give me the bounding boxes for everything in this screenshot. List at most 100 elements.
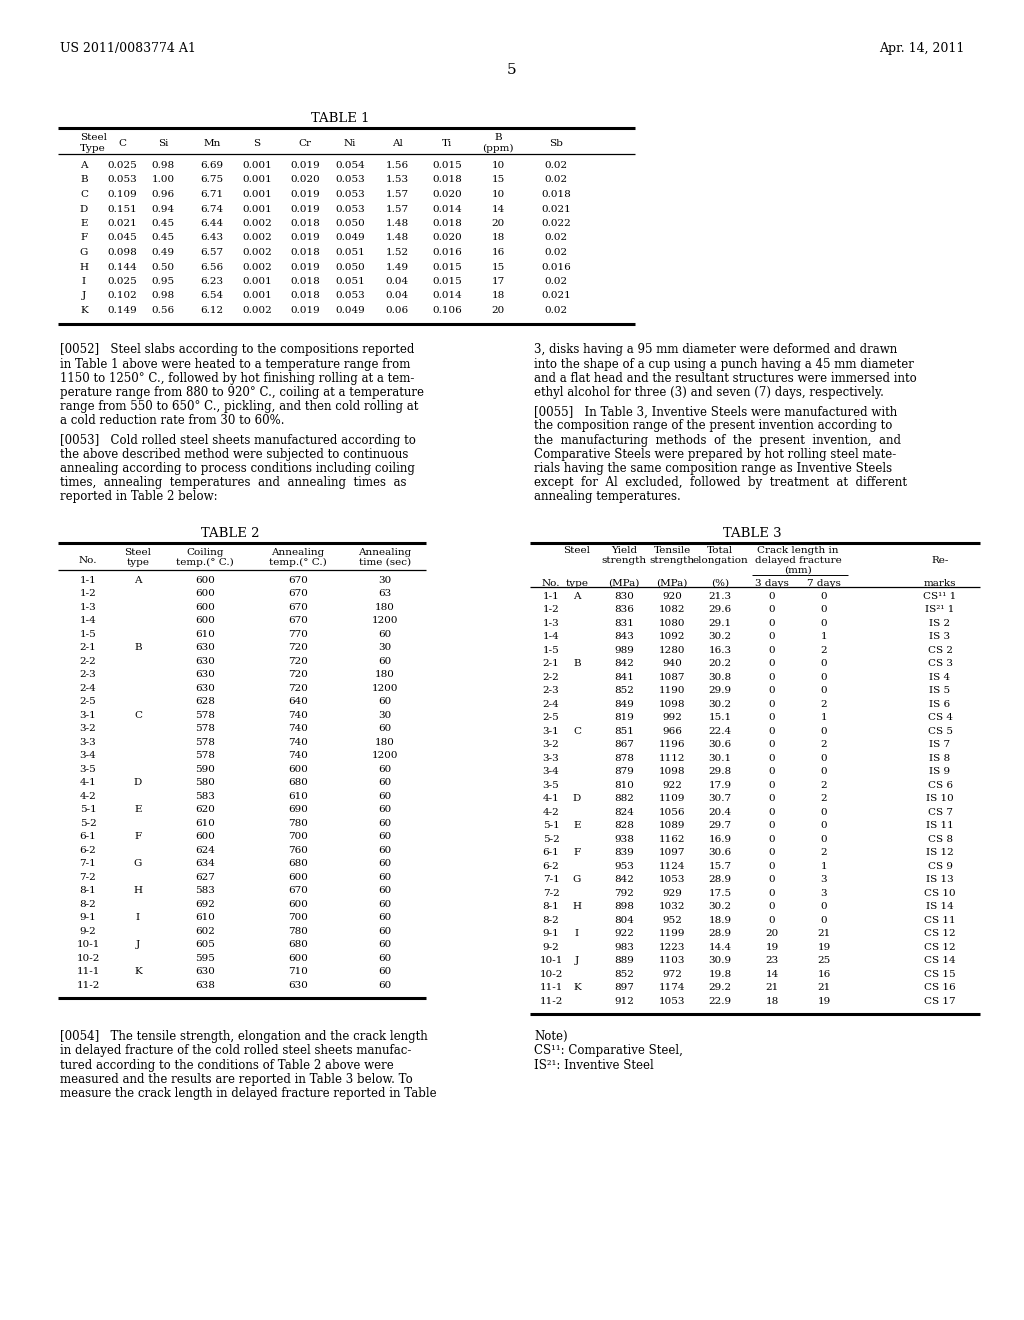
Text: 590: 590 bbox=[195, 764, 215, 774]
Text: A: A bbox=[134, 576, 141, 585]
Text: 627: 627 bbox=[195, 873, 215, 882]
Text: 17.5: 17.5 bbox=[709, 888, 731, 898]
Text: 60: 60 bbox=[379, 792, 391, 801]
Text: 2-3: 2-3 bbox=[543, 686, 559, 696]
Text: 595: 595 bbox=[195, 953, 215, 962]
Text: CS¹¹: Comparative Steel,: CS¹¹: Comparative Steel, bbox=[534, 1044, 683, 1057]
Text: Comparative Steels were prepared by hot rolling steel mate-: Comparative Steels were prepared by hot … bbox=[534, 447, 896, 461]
Text: 1056: 1056 bbox=[658, 808, 685, 817]
Text: annealing according to process conditions including coiling: annealing according to process condition… bbox=[60, 462, 415, 475]
Text: 60: 60 bbox=[379, 900, 391, 908]
Text: F: F bbox=[134, 832, 141, 841]
Text: 1.52: 1.52 bbox=[385, 248, 409, 257]
Text: J: J bbox=[136, 940, 140, 949]
Text: 22.4: 22.4 bbox=[709, 727, 731, 735]
Text: B: B bbox=[80, 176, 88, 185]
Text: [0055]   In Table 3, Inventive Steels were manufactured with: [0055] In Table 3, Inventive Steels were… bbox=[534, 405, 897, 418]
Text: 2: 2 bbox=[820, 780, 827, 789]
Text: (ppm): (ppm) bbox=[482, 144, 514, 153]
Text: 6-1: 6-1 bbox=[543, 849, 559, 857]
Text: 0.45: 0.45 bbox=[152, 234, 174, 243]
Text: 710: 710 bbox=[288, 968, 308, 977]
Text: 0.001: 0.001 bbox=[242, 161, 272, 170]
Text: 10-1: 10-1 bbox=[77, 940, 99, 949]
Text: 0.098: 0.098 bbox=[108, 248, 137, 257]
Text: 1103: 1103 bbox=[658, 956, 685, 965]
Text: 1-3: 1-3 bbox=[543, 619, 559, 628]
Text: 1: 1 bbox=[820, 862, 827, 871]
Text: 30.6: 30.6 bbox=[709, 741, 731, 750]
Text: 10: 10 bbox=[492, 190, 505, 199]
Text: 2: 2 bbox=[820, 849, 827, 857]
Text: 0.021: 0.021 bbox=[108, 219, 137, 228]
Text: 14.4: 14.4 bbox=[709, 942, 731, 952]
Text: 4-1: 4-1 bbox=[80, 779, 96, 787]
Text: 20: 20 bbox=[765, 929, 778, 939]
Text: 30.7: 30.7 bbox=[709, 795, 731, 803]
Text: 0.049: 0.049 bbox=[335, 234, 365, 243]
Text: 0.053: 0.053 bbox=[335, 190, 365, 199]
Text: 600: 600 bbox=[195, 603, 215, 611]
Text: 1-1: 1-1 bbox=[80, 576, 96, 585]
Text: 17.9: 17.9 bbox=[709, 780, 731, 789]
Text: 983: 983 bbox=[614, 942, 634, 952]
Text: 6.43: 6.43 bbox=[201, 234, 223, 243]
Text: 180: 180 bbox=[375, 671, 395, 680]
Text: tured according to the conditions of Table 2 above were: tured according to the conditions of Tab… bbox=[60, 1059, 394, 1072]
Text: 600: 600 bbox=[288, 953, 308, 962]
Text: CS 9: CS 9 bbox=[928, 862, 952, 871]
Text: temp.(° C.): temp.(° C.) bbox=[269, 557, 327, 566]
Text: 842: 842 bbox=[614, 875, 634, 884]
Text: ethyl alcohol for three (3) and seven (7) days, respectively.: ethyl alcohol for three (3) and seven (7… bbox=[534, 385, 884, 399]
Text: 0.001: 0.001 bbox=[242, 277, 272, 286]
Text: 912: 912 bbox=[614, 997, 634, 1006]
Text: 0.06: 0.06 bbox=[385, 306, 409, 315]
Text: F: F bbox=[573, 849, 581, 857]
Text: 578: 578 bbox=[195, 710, 215, 719]
Text: 670: 670 bbox=[288, 886, 308, 895]
Text: 60: 60 bbox=[379, 953, 391, 962]
Text: CS 6: CS 6 bbox=[928, 780, 952, 789]
Text: 0.001: 0.001 bbox=[242, 176, 272, 185]
Text: CS 5: CS 5 bbox=[928, 727, 952, 735]
Text: 1280: 1280 bbox=[658, 645, 685, 655]
Text: 60: 60 bbox=[379, 805, 391, 814]
Text: 6.44: 6.44 bbox=[201, 219, 223, 228]
Text: 0.02: 0.02 bbox=[545, 306, 567, 315]
Text: 578: 578 bbox=[195, 751, 215, 760]
Text: 0.025: 0.025 bbox=[108, 277, 137, 286]
Text: 0.053: 0.053 bbox=[108, 176, 137, 185]
Text: 0: 0 bbox=[769, 686, 775, 696]
Text: Annealing: Annealing bbox=[271, 548, 325, 557]
Text: 849: 849 bbox=[614, 700, 634, 709]
Text: 3-3: 3-3 bbox=[543, 754, 559, 763]
Text: 0: 0 bbox=[769, 605, 775, 614]
Text: 180: 180 bbox=[375, 738, 395, 747]
Text: 922: 922 bbox=[614, 929, 634, 939]
Text: 0.018: 0.018 bbox=[432, 176, 462, 185]
Text: 1092: 1092 bbox=[658, 632, 685, 642]
Text: 6.74: 6.74 bbox=[201, 205, 223, 214]
Text: 851: 851 bbox=[614, 727, 634, 735]
Text: 6-2: 6-2 bbox=[80, 846, 96, 854]
Text: and a flat head and the resultant structures were immersed into: and a flat head and the resultant struct… bbox=[534, 372, 916, 385]
Text: 819: 819 bbox=[614, 713, 634, 722]
Text: 0: 0 bbox=[820, 916, 827, 925]
Text: G: G bbox=[134, 859, 142, 869]
Text: in delayed fracture of the cold rolled steel sheets manufac-: in delayed fracture of the cold rolled s… bbox=[60, 1044, 412, 1057]
Text: 7-1: 7-1 bbox=[80, 859, 96, 869]
Text: 20.2: 20.2 bbox=[709, 659, 731, 668]
Text: 6.69: 6.69 bbox=[201, 161, 223, 170]
Text: 0.014: 0.014 bbox=[432, 292, 462, 301]
Text: 0.018: 0.018 bbox=[541, 190, 570, 199]
Text: 0.018: 0.018 bbox=[290, 219, 319, 228]
Text: 0: 0 bbox=[769, 632, 775, 642]
Text: 1: 1 bbox=[820, 713, 827, 722]
Text: 0.001: 0.001 bbox=[242, 292, 272, 301]
Text: 0.95: 0.95 bbox=[152, 277, 174, 286]
Text: 605: 605 bbox=[195, 940, 215, 949]
Text: 0: 0 bbox=[820, 619, 827, 628]
Text: 0.98: 0.98 bbox=[152, 292, 174, 301]
Text: 3-2: 3-2 bbox=[80, 725, 96, 733]
Text: 0: 0 bbox=[820, 821, 827, 830]
